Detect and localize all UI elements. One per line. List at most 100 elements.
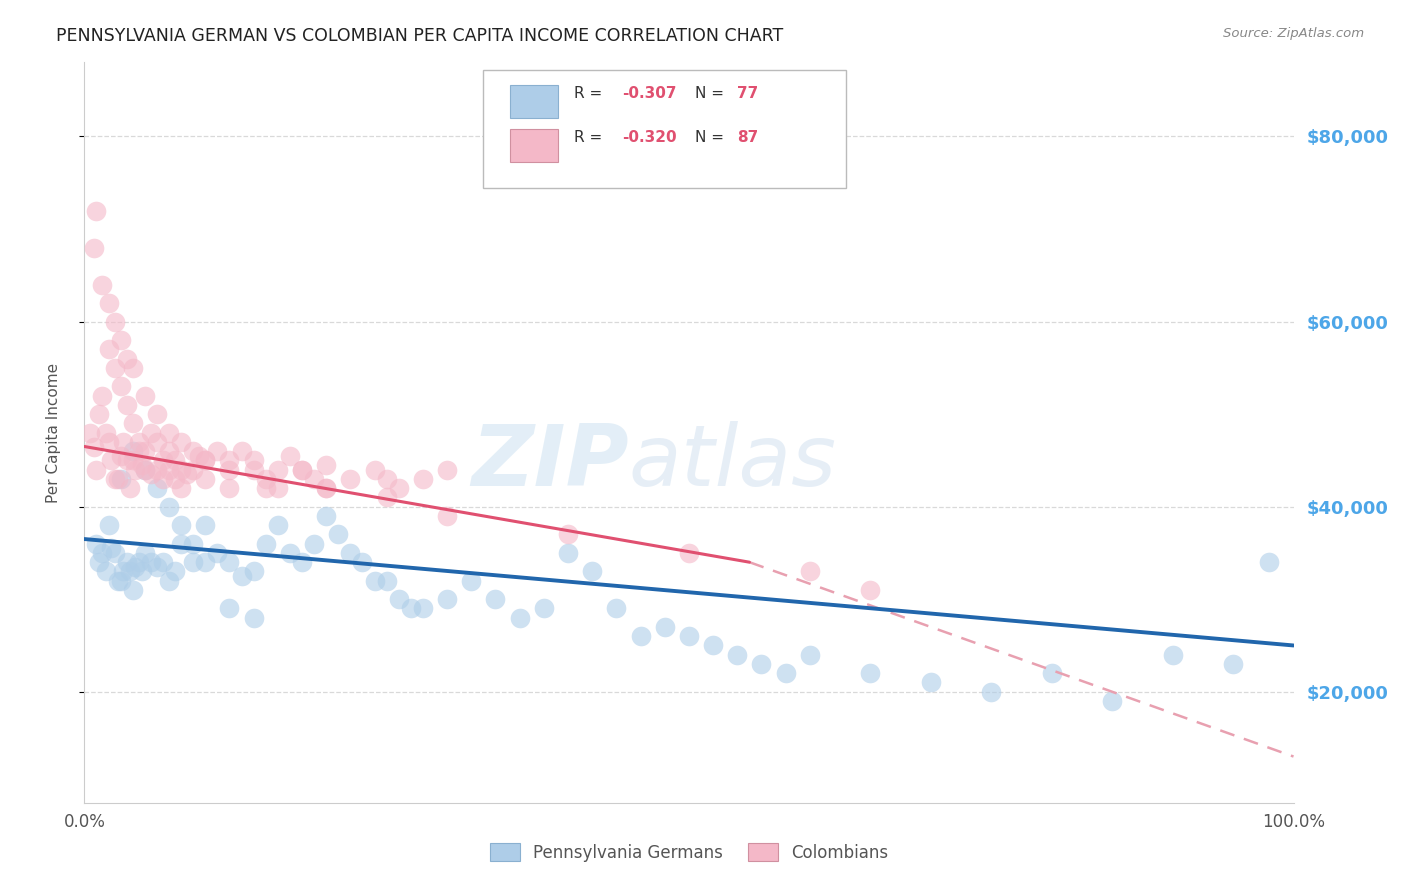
Point	[128, 555, 150, 569]
Point	[157, 444, 180, 458]
Point	[134, 546, 156, 560]
Point	[1258, 555, 1281, 569]
Point	[121, 417, 143, 431]
Point	[157, 500, 180, 514]
FancyBboxPatch shape	[510, 129, 558, 162]
Point	[94, 565, 117, 579]
Point	[131, 458, 153, 472]
Point	[218, 601, 240, 615]
Point	[134, 444, 156, 458]
Point	[799, 565, 821, 579]
Point	[94, 425, 117, 440]
Point	[339, 472, 361, 486]
Point	[157, 574, 180, 588]
Point	[291, 555, 314, 569]
Point	[110, 379, 132, 393]
Text: 87: 87	[737, 130, 759, 145]
Point	[131, 565, 153, 579]
Point	[436, 592, 458, 607]
Point	[194, 518, 217, 533]
Point	[110, 472, 132, 486]
Point	[207, 444, 229, 458]
Point	[104, 314, 127, 328]
Point	[509, 610, 531, 624]
Point	[231, 444, 253, 458]
Point	[181, 555, 204, 569]
Point	[436, 508, 458, 523]
Point	[128, 444, 150, 458]
Point	[194, 472, 217, 486]
Point	[152, 453, 174, 467]
Text: N =: N =	[695, 130, 728, 145]
Point	[86, 203, 108, 218]
Text: R =: R =	[574, 130, 607, 145]
Point	[107, 574, 129, 588]
Text: N =: N =	[695, 86, 728, 101]
Point	[157, 425, 180, 440]
Point	[302, 472, 325, 486]
Point	[124, 462, 146, 476]
Point	[702, 639, 724, 653]
Point	[79, 425, 101, 440]
Point	[115, 398, 138, 412]
Point	[859, 582, 882, 597]
Point	[363, 574, 385, 588]
Point	[194, 555, 217, 569]
Text: -0.307: -0.307	[623, 86, 676, 101]
Point	[291, 462, 314, 476]
Point	[188, 449, 211, 463]
Point	[460, 574, 482, 588]
Point	[678, 629, 700, 643]
Point	[352, 555, 374, 569]
Point	[100, 541, 122, 556]
Text: 77: 77	[737, 86, 759, 101]
Point	[121, 444, 143, 458]
Point	[86, 462, 108, 476]
Point	[231, 569, 253, 583]
Text: ZIP: ZIP	[471, 421, 628, 504]
Point	[97, 518, 120, 533]
Point	[83, 440, 105, 454]
Point	[375, 574, 398, 588]
Point	[97, 434, 120, 449]
Point	[91, 546, 114, 560]
Point	[315, 481, 337, 495]
Point	[110, 333, 132, 347]
Point	[176, 467, 198, 482]
Point	[110, 449, 132, 463]
Point	[165, 565, 187, 579]
Point	[128, 434, 150, 449]
Point	[134, 462, 156, 476]
Point	[375, 472, 398, 486]
Point	[121, 453, 143, 467]
Point	[630, 629, 652, 643]
Point	[291, 462, 314, 476]
Point	[152, 555, 174, 569]
Point	[104, 546, 127, 560]
Point	[751, 657, 773, 671]
Point	[399, 601, 422, 615]
Point	[339, 546, 361, 560]
Point	[980, 685, 1002, 699]
Point	[194, 453, 217, 467]
FancyBboxPatch shape	[484, 70, 846, 188]
Point	[121, 582, 143, 597]
Y-axis label: Per Capita Income: Per Capita Income	[46, 362, 62, 503]
Point	[725, 648, 748, 662]
Point	[112, 565, 135, 579]
Point	[83, 240, 105, 254]
Point	[112, 434, 135, 449]
Point	[97, 343, 120, 357]
Point	[115, 555, 138, 569]
Point	[170, 518, 193, 533]
Point	[484, 592, 506, 607]
Point	[165, 472, 187, 486]
Point	[194, 453, 217, 467]
Point	[107, 472, 129, 486]
Point	[165, 453, 187, 467]
Point	[181, 536, 204, 550]
Point	[315, 458, 337, 472]
Point	[120, 481, 142, 495]
Point	[157, 462, 180, 476]
Point	[139, 555, 162, 569]
